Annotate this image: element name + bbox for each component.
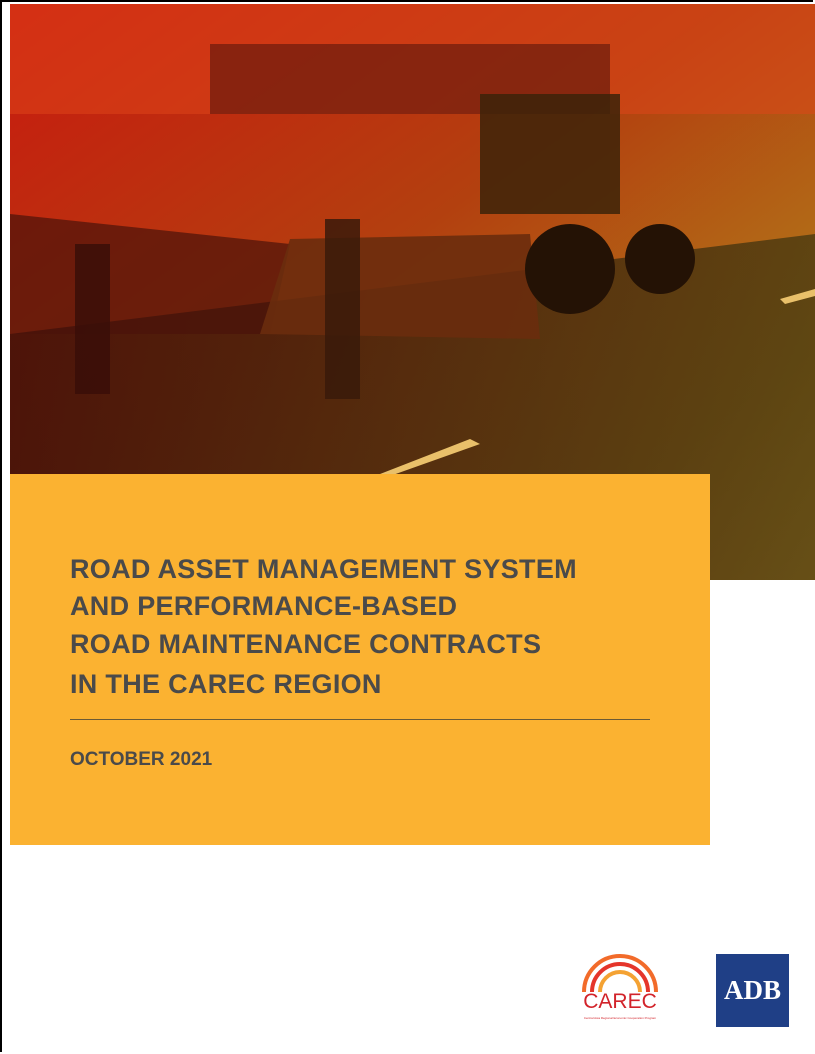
title-line: AND PERFORMANCE-BASED (70, 591, 457, 622)
title-line: IN THE CAREC REGION (70, 669, 382, 700)
divider (70, 719, 650, 720)
carec-arc (574, 950, 666, 992)
carec-logo: CAREC Central Asia Regional Economic Coo… (574, 950, 666, 1030)
carec-name: CAREC (574, 990, 666, 1014)
adb-logo: ADB (716, 954, 789, 1027)
title-line: ROAD ASSET MANAGEMENT SYSTEM (70, 554, 577, 585)
title-panel: ROAD ASSET MANAGEMENT SYSTEM AND PERFORM… (10, 474, 710, 845)
date: OCTOBER 2021 (70, 749, 212, 771)
title-line: ROAD MAINTENANCE CONTRACTS (70, 629, 541, 660)
carec-subtitle: Central Asia Regional Economic Cooperati… (574, 1016, 666, 1020)
cover-page: ROAD ASSET MANAGEMENT SYSTEM AND PERFORM… (0, 0, 813, 1052)
